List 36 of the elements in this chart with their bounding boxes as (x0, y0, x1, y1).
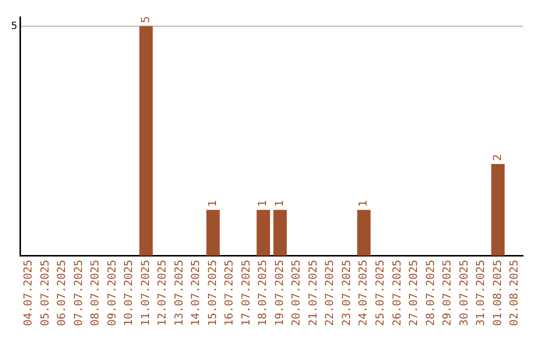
data-label: 5 (138, 16, 152, 24)
data-label: 1 (256, 200, 270, 207)
x-tick-label: 04.07.2025 (22, 260, 35, 326)
x-tick-label: 06.07.2025 (55, 260, 68, 326)
x-tick-label: 09.07.2025 (105, 260, 118, 326)
x-tick-label: 29.07.2025 (440, 260, 454, 326)
x-tick-label: 07.07.2025 (72, 260, 85, 326)
x-tick-label: 20.07.2025 (290, 260, 303, 326)
x-tick-label: 15.07.2025 (206, 260, 219, 326)
x-tick-label: 02.08.2025 (508, 260, 521, 326)
x-tick-label: 13.07.2025 (172, 260, 186, 326)
x-tick-label: 16.07.2025 (222, 260, 236, 326)
x-tick-label: 21.07.2025 (306, 260, 320, 326)
x-tick-label: 17.07.2025 (239, 260, 252, 326)
x-tick-label: 22.07.2025 (323, 260, 336, 326)
x-tick-label: 11.07.2025 (138, 260, 152, 326)
data-label: 2 (490, 154, 504, 161)
x-tick-label: 23.07.2025 (340, 260, 353, 326)
x-tick-label: 12.07.2025 (156, 260, 169, 326)
x-tick-label: 10.07.2025 (122, 260, 136, 326)
x-tick-label: 30.07.2025 (457, 260, 470, 326)
data-label: 1 (206, 200, 219, 207)
x-tick-label: 18.07.2025 (256, 260, 270, 326)
x-tick-label: 28.07.2025 (424, 260, 437, 326)
x-tick-label: 24.07.2025 (356, 260, 370, 326)
x-tick-label: 31.07.2025 (474, 260, 488, 326)
x-tick-label: 25.07.2025 (374, 260, 386, 326)
data-label: 1 (356, 200, 370, 207)
x-tick-label: 14.07.2025 (189, 260, 202, 326)
x-tick-label: 05.07.2025 (38, 260, 52, 326)
x-tick-label: 08.07.2025 (88, 260, 102, 326)
data-label: 1 (272, 200, 286, 207)
x-tick-label: 19.07.2025 (272, 260, 286, 326)
x-tick-label: 01.08.2025 (490, 260, 504, 326)
x-tick-label: 26.07.2025 (390, 260, 404, 326)
x-tick-label: 27.07.2025 (407, 260, 420, 326)
